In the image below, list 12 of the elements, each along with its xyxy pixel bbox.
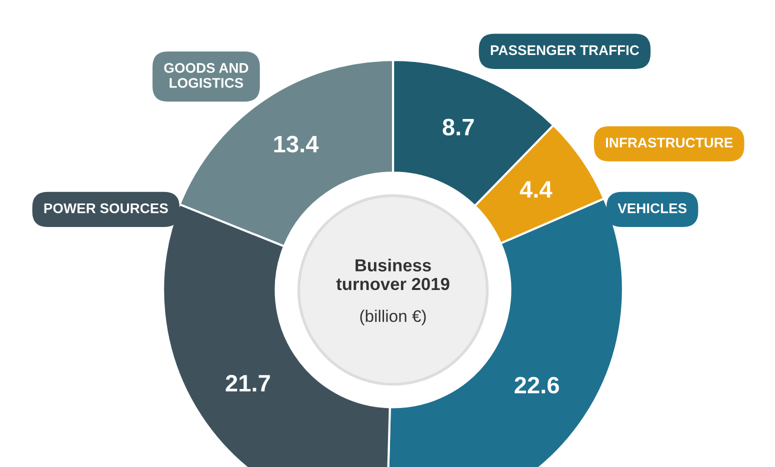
data-label: 22.6 bbox=[514, 376, 559, 394]
data-label: 8.7 bbox=[442, 118, 474, 136]
data-label: 13.4 bbox=[274, 136, 319, 153]
slice-label: PASSENGER TRAFFIC bbox=[490, 45, 640, 56]
slice-label: VEHICLES bbox=[618, 203, 687, 214]
data-label: 21.7 bbox=[226, 374, 270, 392]
slice-label: POWER SOURCES bbox=[44, 203, 168, 214]
data-label: 4.4 bbox=[520, 181, 552, 198]
text: Business turnover 2019 bbox=[336, 258, 450, 290]
slice-label: GOODS AND LOGISTICS bbox=[164, 63, 248, 88]
slice-label: INFRASTRUCTURE bbox=[606, 138, 733, 148]
text: (billion €) bbox=[360, 310, 426, 326]
